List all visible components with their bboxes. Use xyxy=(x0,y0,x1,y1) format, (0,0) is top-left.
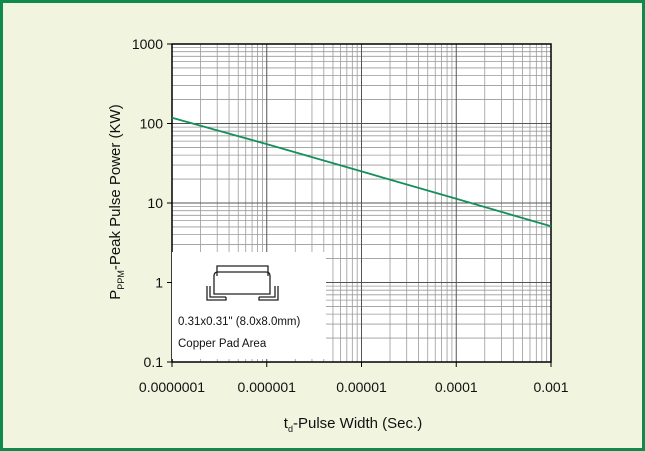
inset-line-1: 0.31x0.31" (8.0x8.0mm) xyxy=(178,316,301,328)
y-tick-label: 10 xyxy=(147,195,163,211)
x-title-main: t xyxy=(284,415,289,432)
y-title-sub: PPM xyxy=(116,270,126,290)
y-tick-label: 100 xyxy=(140,116,164,132)
x-title-rest: -Pulse Width (Sec.) xyxy=(293,415,422,432)
y-tick-label: 0.1 xyxy=(144,354,164,370)
x-tick-label: 0.0000001 xyxy=(139,379,205,395)
y-axis-title: PPPM-Peak Pulse Power (KW) xyxy=(107,104,126,299)
x-tick-label: 0.001 xyxy=(533,379,568,395)
copper-pad-inset: 0.31x0.31" (8.0x8.0mm) Copper Pad Area xyxy=(172,252,326,359)
y-title-rest: -Peak Pulse Power (KW) xyxy=(107,104,124,270)
x-axis-title: td-Pulse Width (Sec.) xyxy=(284,415,422,434)
inset-box xyxy=(172,252,326,359)
y-tick-label: 1000 xyxy=(132,36,163,52)
series-line xyxy=(171,116,552,228)
y-tick-label: 1 xyxy=(155,275,163,291)
x-tick-label: 0.0001 xyxy=(435,379,478,395)
y-title-main: P xyxy=(107,290,124,300)
x-tick-label: 0.000001 xyxy=(238,379,297,395)
inset-line-2: Copper Pad Area xyxy=(178,338,267,350)
x-title-sub: d xyxy=(288,424,293,434)
ticks: 0.0000001 0.000001 0.00001 0.0001 0.001 0.1 1 1… xyxy=(132,36,569,395)
series-layer xyxy=(171,116,552,228)
smd-package-icon xyxy=(206,265,279,301)
x-tick-label: 0.00001 xyxy=(336,379,387,395)
